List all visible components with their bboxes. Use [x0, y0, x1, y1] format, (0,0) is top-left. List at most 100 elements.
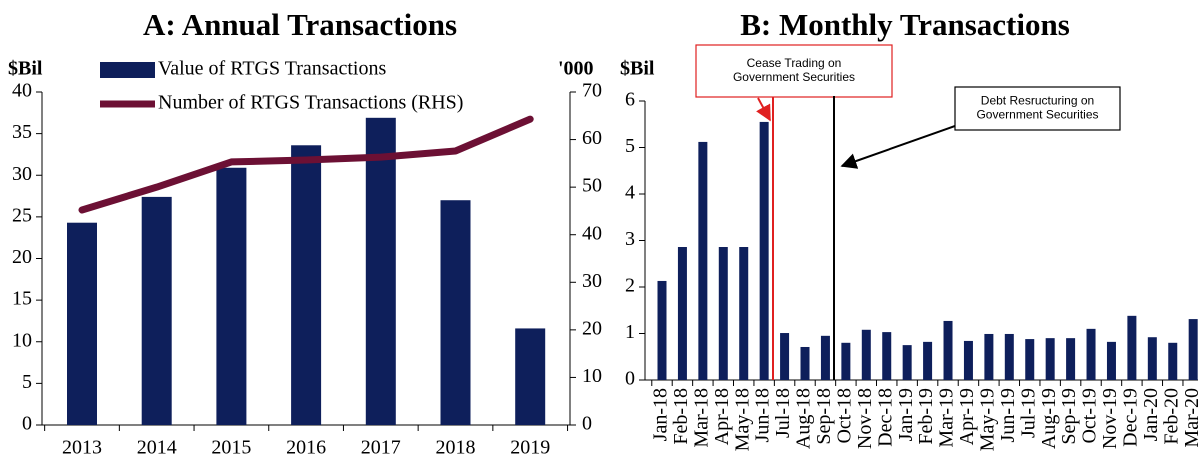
legend-swatch — [100, 62, 155, 78]
annotation-arrow — [756, 97, 771, 122]
bar — [657, 280, 667, 380]
y-tick-label: 3 — [625, 228, 635, 250]
y-tick-label: 15 — [12, 288, 32, 310]
bar — [718, 247, 728, 380]
bar — [984, 333, 994, 380]
y-tick-label: 2 — [625, 275, 635, 297]
bar — [1025, 339, 1035, 380]
y2-tick-label: 50 — [582, 175, 602, 197]
y-tick-label: 25 — [12, 204, 32, 226]
x-tick-label: Jan-19 — [895, 388, 917, 441]
x-tick-label: 2013 — [62, 437, 102, 458]
x-tick-label: 2018 — [436, 437, 476, 458]
y2-tick-label: 40 — [582, 222, 602, 244]
x-tick-label: Apr-19 — [956, 388, 978, 445]
x-tick-label: Nov-19 — [1099, 388, 1121, 449]
line-series — [78, 115, 534, 214]
x-tick-label: 2014 — [137, 437, 177, 458]
bar — [1086, 328, 1096, 380]
bar — [677, 247, 687, 380]
annotation-box — [695, 44, 893, 98]
bar — [515, 328, 546, 425]
bar — [1045, 338, 1055, 380]
x-tick-label: Mar-19 — [936, 388, 958, 448]
bar — [291, 145, 322, 425]
bar — [1147, 337, 1157, 380]
annotation-box — [954, 86, 1121, 131]
x-tick-label: May-18 — [731, 388, 753, 451]
x-tick-label: 2016 — [286, 437, 326, 458]
x-tick-label: Jan-18 — [650, 388, 672, 441]
y2-tick-label: 30 — [582, 270, 602, 292]
bar — [963, 340, 973, 380]
bar — [739, 247, 749, 380]
annotation-text: Debt Resructuring on — [981, 94, 1094, 108]
bar — [1004, 333, 1014, 380]
annotation-text: Cease Trading on — [747, 56, 842, 70]
y2-tick-label: 0 — [582, 413, 592, 435]
x-tick-label: Jul-19 — [1017, 388, 1039, 438]
y-tick-label: 5 — [22, 371, 32, 393]
y-tick-label: 0 — [22, 413, 32, 435]
x-tick-label: Aug-19 — [1038, 388, 1060, 449]
x-tick-label: Dec-19 — [1119, 388, 1141, 447]
y-axis-unit: $Bil — [620, 58, 655, 80]
x-tick-label: Jul-18 — [772, 388, 794, 438]
y2-axis-unit: '000 — [558, 58, 594, 80]
bar — [67, 222, 97, 425]
x-tick-label: 2017 — [361, 437, 401, 458]
y-tick-label: 4 — [625, 182, 635, 204]
y-tick-label: 5 — [625, 135, 635, 157]
x-tick-label: Oct-18 — [833, 388, 855, 444]
bar — [216, 167, 247, 425]
x-tick-label: Feb-19 — [915, 388, 937, 445]
bar — [1168, 342, 1178, 380]
bar — [440, 200, 471, 425]
bar — [1188, 319, 1198, 380]
x-tick-label: Jan-20 — [1140, 388, 1162, 441]
bar — [1066, 338, 1076, 380]
x-tick-label: Jun-19 — [997, 388, 1019, 442]
x-tick-label: Sep-18 — [813, 388, 835, 445]
x-tick-label: Mar-18 — [690, 388, 712, 448]
x-tick-label: 2019 — [510, 437, 550, 458]
y-tick-label: 20 — [12, 246, 32, 268]
x-tick-label: May-19 — [976, 388, 998, 451]
x-tick-label: Aug-18 — [793, 388, 815, 449]
y-tick-label: 35 — [12, 121, 32, 143]
y2-tick-label: 20 — [582, 317, 602, 339]
x-tick-label: Nov-18 — [854, 388, 876, 449]
x-tick-label: Oct-19 — [1079, 388, 1101, 444]
legend-label: Value of RTGS Transactions — [158, 58, 386, 80]
y-axis-unit: $Bil — [8, 58, 43, 80]
bar — [820, 335, 830, 380]
y-tick-label: 10 — [12, 329, 32, 351]
x-tick-label: Dec-18 — [874, 388, 896, 447]
x-tick-label: Feb-20 — [1160, 388, 1182, 445]
bar — [759, 121, 769, 381]
y2-tick-label: 60 — [582, 127, 602, 149]
annotation-arrow — [840, 125, 956, 169]
chart-title: B: Monthly Transactions — [740, 7, 1070, 42]
bar — [902, 345, 912, 380]
y2-tick-label: 70 — [582, 80, 602, 102]
y-tick-label: 40 — [12, 80, 32, 102]
annotation-text: Government Securities — [733, 70, 855, 84]
bar — [841, 342, 851, 380]
y-tick-label: 0 — [625, 368, 635, 390]
y-tick-label: 1 — [625, 321, 635, 343]
x-tick-label: Jun-18 — [752, 388, 774, 442]
x-tick-label: Sep-19 — [1058, 388, 1080, 445]
y-tick-label: 6 — [625, 89, 635, 111]
x-tick-label: Mar-20 — [1181, 388, 1198, 448]
x-tick-label: Apr-18 — [711, 388, 733, 445]
bar — [882, 332, 892, 380]
bar — [1127, 315, 1137, 380]
bar — [780, 333, 790, 380]
y-tick-label: 30 — [12, 163, 32, 185]
bar — [923, 341, 933, 380]
bar — [861, 329, 871, 380]
chart-title: A: Annual Transactions — [143, 7, 457, 42]
bar — [698, 141, 708, 380]
